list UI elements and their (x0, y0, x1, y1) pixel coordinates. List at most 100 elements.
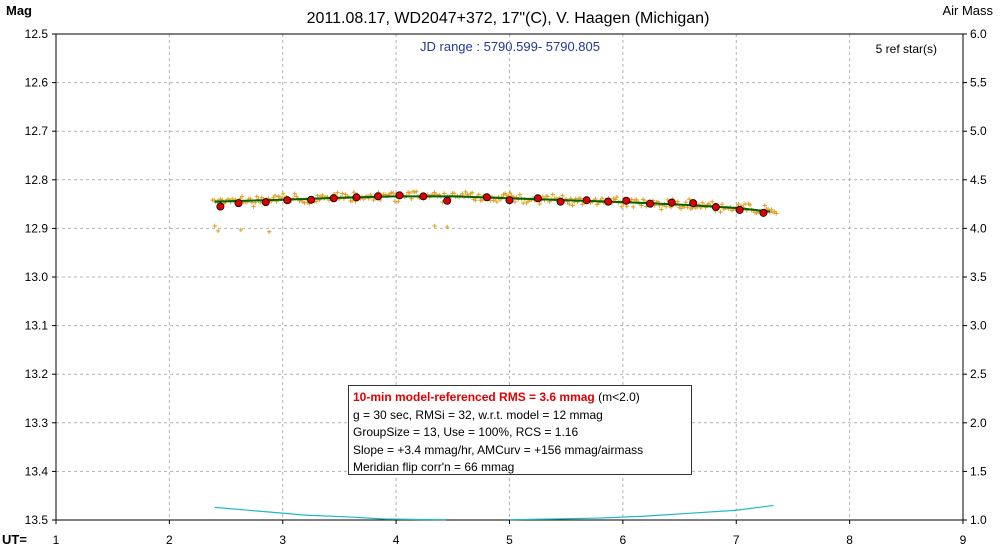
raw-point (292, 191, 297, 196)
y-tick-label-left: 13.4 (25, 464, 49, 478)
y-tick-label-right: 2.0 (970, 416, 987, 430)
grid-lines (56, 34, 963, 520)
y-tick-label-left: 13.5 (25, 513, 49, 527)
raw-point (631, 204, 636, 210)
y-tick-label-right: 1.5 (970, 464, 987, 478)
binned-mean-point (283, 196, 292, 205)
x-tick-label: 8 (846, 533, 853, 547)
raw-point (473, 197, 478, 203)
raw-point (566, 201, 572, 207)
axis-ticks: 1 2 3 4 5 6 7 8 9 12.5 12.6 12.7 12.8 12.9 13.0 13.1 13.… (25, 27, 987, 547)
raw-point (537, 201, 542, 207)
raw-point (494, 199, 500, 205)
raw-point (659, 207, 664, 212)
x-tick-label: 1 (53, 533, 60, 547)
x-tick-label: 2 (166, 533, 173, 547)
raw-point (414, 189, 419, 194)
binned-mean-point (482, 193, 491, 202)
chart-title: 2011.08.17, WD2047+372, 17"(C), V. Haage… (307, 10, 710, 27)
y-tick-label-right: 3.0 (970, 319, 987, 333)
y-tick-label-right: 2.5 (970, 367, 987, 381)
y-tick-label-left: 12.9 (25, 221, 49, 235)
y-tick-label-left: 12.6 (25, 76, 49, 90)
model-fit-line (214, 195, 771, 213)
binned-means (216, 191, 768, 217)
raw-point (545, 194, 551, 199)
y-tick-label-left: 12.5 (25, 27, 49, 41)
y-tick-label-left: 13.0 (25, 270, 49, 284)
raw-point (215, 228, 221, 234)
model-line (214, 195, 771, 213)
raw-point (639, 203, 644, 208)
raw-point (391, 190, 396, 196)
binned-mean-point (395, 191, 404, 200)
air-mass-curve (214, 504, 774, 521)
y-tick-label-left: 12.8 (25, 173, 49, 187)
binned-mean-point (352, 193, 361, 202)
raw-measurements (210, 189, 779, 235)
raw-point (479, 197, 485, 203)
binned-mean-point (216, 202, 225, 211)
raw-point (239, 194, 245, 199)
binned-mean-point (604, 197, 613, 206)
binned-mean-point (307, 195, 316, 204)
raw-point (320, 193, 325, 198)
raw-point (444, 224, 450, 230)
raw-point (736, 201, 741, 207)
raw-point (251, 204, 256, 209)
stats-line-4: Slope = +3.4 mmag/hr, AMCurv = +156 mmag… (353, 442, 644, 457)
rms-text: 10-min model-referenced RMS = 3.6 mmag (353, 390, 595, 404)
raw-point (451, 191, 457, 196)
raw-point (700, 200, 705, 206)
y-tick-label-right: 4.0 (970, 221, 987, 235)
raw-point (238, 227, 244, 233)
y-tick-label-right: 4.5 (970, 173, 987, 187)
x-tick-label: 7 (733, 533, 740, 547)
raw-point (476, 192, 481, 197)
raw-point (442, 191, 447, 196)
raw-point (550, 192, 555, 197)
x-tick-label: 4 (393, 533, 400, 547)
x-tick-label: 3 (279, 533, 286, 547)
raw-point (340, 191, 345, 196)
raw-point (614, 194, 620, 200)
binned-mean-point (533, 194, 542, 203)
raw-point (407, 190, 412, 196)
raw-point (266, 229, 272, 235)
raw-point (686, 197, 692, 202)
raw-point (315, 193, 320, 198)
y-axis-right-label: Air Mass (942, 3, 993, 18)
binned-mean-point (234, 199, 243, 208)
y-axis-left-label: Mag (6, 3, 32, 18)
raw-point (396, 199, 401, 204)
binned-mean-point (735, 205, 744, 214)
raw-point (634, 197, 639, 202)
raw-point (619, 204, 624, 209)
raw-point (371, 197, 376, 203)
binned-mean-point (443, 196, 452, 205)
binned-mean-point (556, 197, 565, 206)
raw-point (570, 203, 575, 208)
binned-mean-point (329, 194, 338, 203)
raw-point (507, 190, 513, 196)
raw-point (624, 204, 629, 209)
raw-point (343, 192, 348, 197)
stats-line-2: g = 30 sec, RMSi = 32, w.r.t. model = 12… (353, 407, 603, 422)
binned-mean-point (667, 198, 676, 207)
y-tick-label-left: 13.2 (25, 367, 49, 381)
raw-point (560, 193, 565, 198)
raw-point (460, 191, 465, 196)
x-axis-label: UT= (2, 532, 27, 547)
rms-condition: (m<2.0) (598, 390, 640, 404)
raw-point (335, 190, 340, 195)
x-tick-label: 9 (960, 533, 967, 547)
x-tick-label: 6 (620, 533, 627, 547)
y-tick-label-left: 13.3 (25, 416, 49, 430)
x-tick-label: 5 (506, 533, 513, 547)
raw-point (580, 202, 585, 207)
y-tick-label-left: 12.7 (25, 124, 49, 138)
air-mass-line (509, 504, 774, 521)
raw-point (663, 204, 669, 209)
stats-line-3: GroupSize = 13, Use = 100%, RCS = 1.16 (353, 425, 579, 439)
raw-point (351, 190, 357, 195)
